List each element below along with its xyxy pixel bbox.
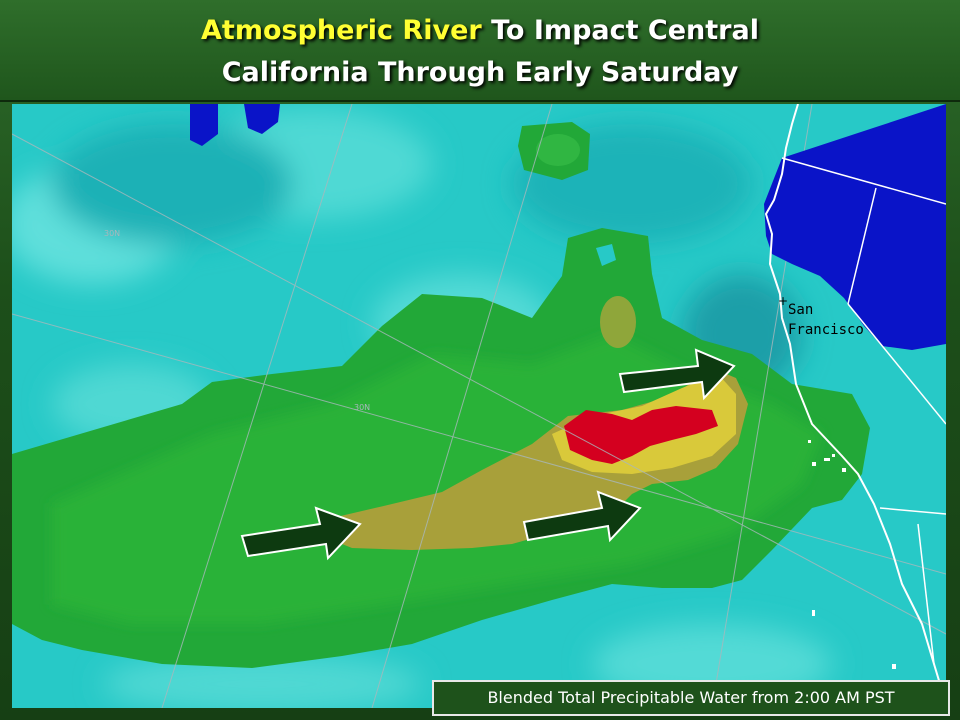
small-moisture-blob	[518, 122, 590, 180]
title-bar: Atmospheric River To Impact Central Cali…	[0, 0, 960, 102]
moisture-plume-inner	[52, 334, 822, 624]
city-label-line2: Francisco	[788, 322, 864, 338]
title-line2: California Through Early Saturday	[221, 57, 739, 88]
deep-blue-patches	[190, 104, 280, 146]
title-line1-rest: To Impact Central	[481, 15, 759, 46]
moisture-cell	[600, 296, 636, 348]
plume-gap	[596, 244, 616, 266]
map-caption: Blended Total Precipitable Water from 2:…	[432, 680, 950, 716]
flow-arrow	[522, 490, 642, 543]
title-highlight: Atmospheric River	[201, 15, 482, 46]
city-marker: +	[778, 294, 788, 308]
coastline	[764, 104, 946, 705]
precipitable-water-map: 30N 30N	[12, 104, 946, 708]
city-label-line1: San	[788, 302, 813, 318]
grid-label: 30N	[354, 403, 370, 412]
coastal-features	[808, 440, 896, 669]
flow-arrow	[240, 506, 362, 561]
flow-arrows	[240, 348, 736, 561]
slide-title: Atmospheric River To Impact Central Cali…	[0, 10, 960, 94]
map-svg: 30N 30N	[12, 104, 946, 708]
grid-label: 30N	[104, 229, 120, 238]
state-borders	[781, 157, 946, 665]
flow-arrow	[618, 348, 736, 401]
moisture-maximum-red	[564, 406, 718, 464]
